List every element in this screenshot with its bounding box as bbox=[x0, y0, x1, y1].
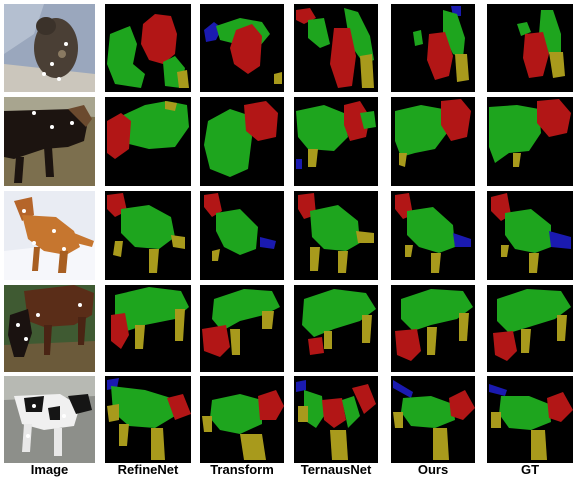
photo-dog-black-white bbox=[4, 376, 95, 463]
photo-cat-on-blanket bbox=[4, 4, 95, 92]
photo-horse-dark bbox=[4, 97, 95, 186]
mask-gt-row4 bbox=[487, 285, 573, 372]
column-label-transform: Transform bbox=[210, 462, 274, 477]
mask-refinenet-row1 bbox=[105, 4, 191, 92]
mask-ternausnet-row4 bbox=[294, 285, 378, 372]
mask-transform-row5 bbox=[200, 376, 284, 463]
column-label-image: Image bbox=[30, 462, 69, 477]
mask-transform-row1 bbox=[200, 4, 284, 92]
mask-refinenet-row5 bbox=[105, 376, 191, 463]
column-label-ours: Ours bbox=[417, 462, 449, 477]
column-label-refinenet: RefineNet bbox=[117, 462, 179, 477]
photo-horse-brown bbox=[4, 285, 95, 372]
mask-ours-row3 bbox=[391, 191, 475, 280]
column-label-gt: GT bbox=[520, 462, 540, 477]
mask-ternausnet-row2 bbox=[294, 97, 378, 186]
mask-transform-row4 bbox=[200, 285, 284, 372]
mask-ternausnet-row3 bbox=[294, 191, 378, 280]
mask-ours-row1 bbox=[391, 4, 475, 92]
mask-gt-row3 bbox=[487, 191, 573, 280]
mask-ternausnet-row1 bbox=[294, 4, 378, 92]
mask-transform-row2 bbox=[200, 97, 284, 186]
mask-gt-row1 bbox=[487, 4, 573, 92]
mask-ours-row4 bbox=[391, 285, 475, 372]
mask-refinenet-row3 bbox=[105, 191, 191, 280]
column-label-ternausnet: TernausNet bbox=[300, 462, 372, 477]
mask-refinenet-row4 bbox=[105, 285, 191, 372]
photo-dog-in-snow bbox=[4, 191, 95, 280]
mask-ternausnet-row5 bbox=[294, 376, 378, 463]
mask-transform-row3 bbox=[200, 191, 284, 280]
mask-gt-row2 bbox=[487, 97, 573, 186]
mask-refinenet-row2 bbox=[105, 97, 191, 186]
mask-ours-row5 bbox=[391, 376, 475, 463]
mask-gt-row5 bbox=[487, 376, 573, 463]
mask-ours-row2 bbox=[391, 97, 475, 186]
